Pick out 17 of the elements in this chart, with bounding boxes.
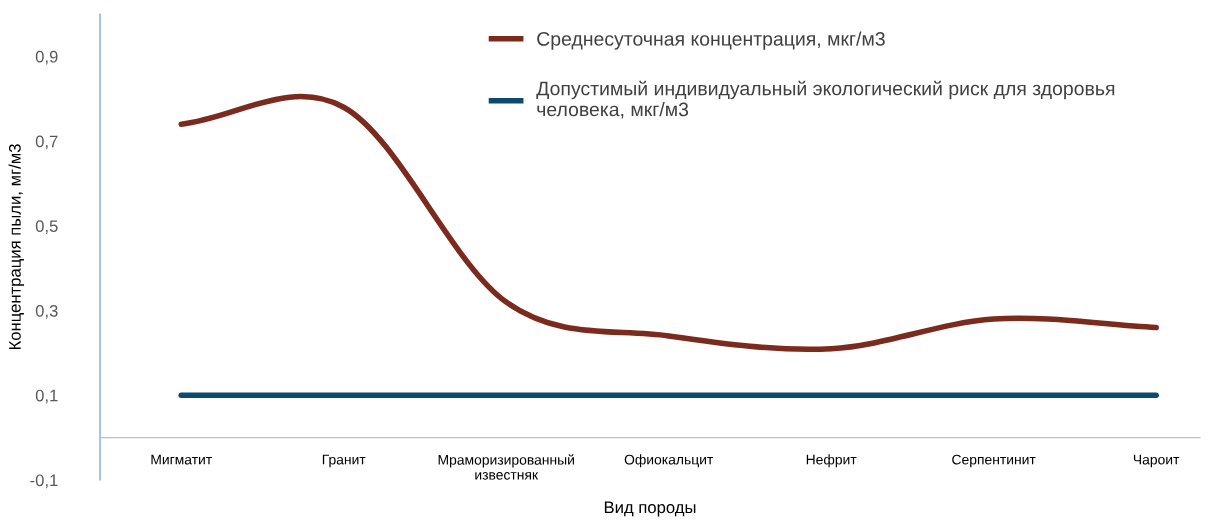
- y-tick-label: 0,1: [35, 389, 58, 404]
- x-tick-label: Офиокальцит: [624, 454, 714, 468]
- y-tick-label: -0,1: [30, 474, 58, 489]
- y-tick-label: 0,7: [35, 135, 58, 150]
- legend-label: Среднесуточная концентрация, мкг/м3: [537, 31, 885, 50]
- y-tick-label: 0,5: [35, 220, 58, 234]
- y-axis-title: Концентрация пыли, мг/м3: [8, 144, 25, 350]
- x-axis-title: Вид породы: [604, 501, 696, 517]
- x-tick-label: Чароит: [1133, 454, 1180, 468]
- y-tick-label: 0,3: [35, 304, 58, 319]
- x-tick-label: Нефрит: [806, 454, 857, 468]
- x-tick-label: Гранит: [322, 454, 366, 468]
- x-tick-label: Мигматит: [151, 454, 212, 465]
- y-tick-label: 0,9: [35, 50, 58, 65]
- x-tick-label: Мраморизированный известняк: [438, 454, 574, 480]
- x-tick-label: Серпентинит: [952, 454, 1036, 468]
- legend-label: Допустимый индивидуальный экологический риск для здоровья человека, мкг/м3: [536, 80, 1115, 119]
